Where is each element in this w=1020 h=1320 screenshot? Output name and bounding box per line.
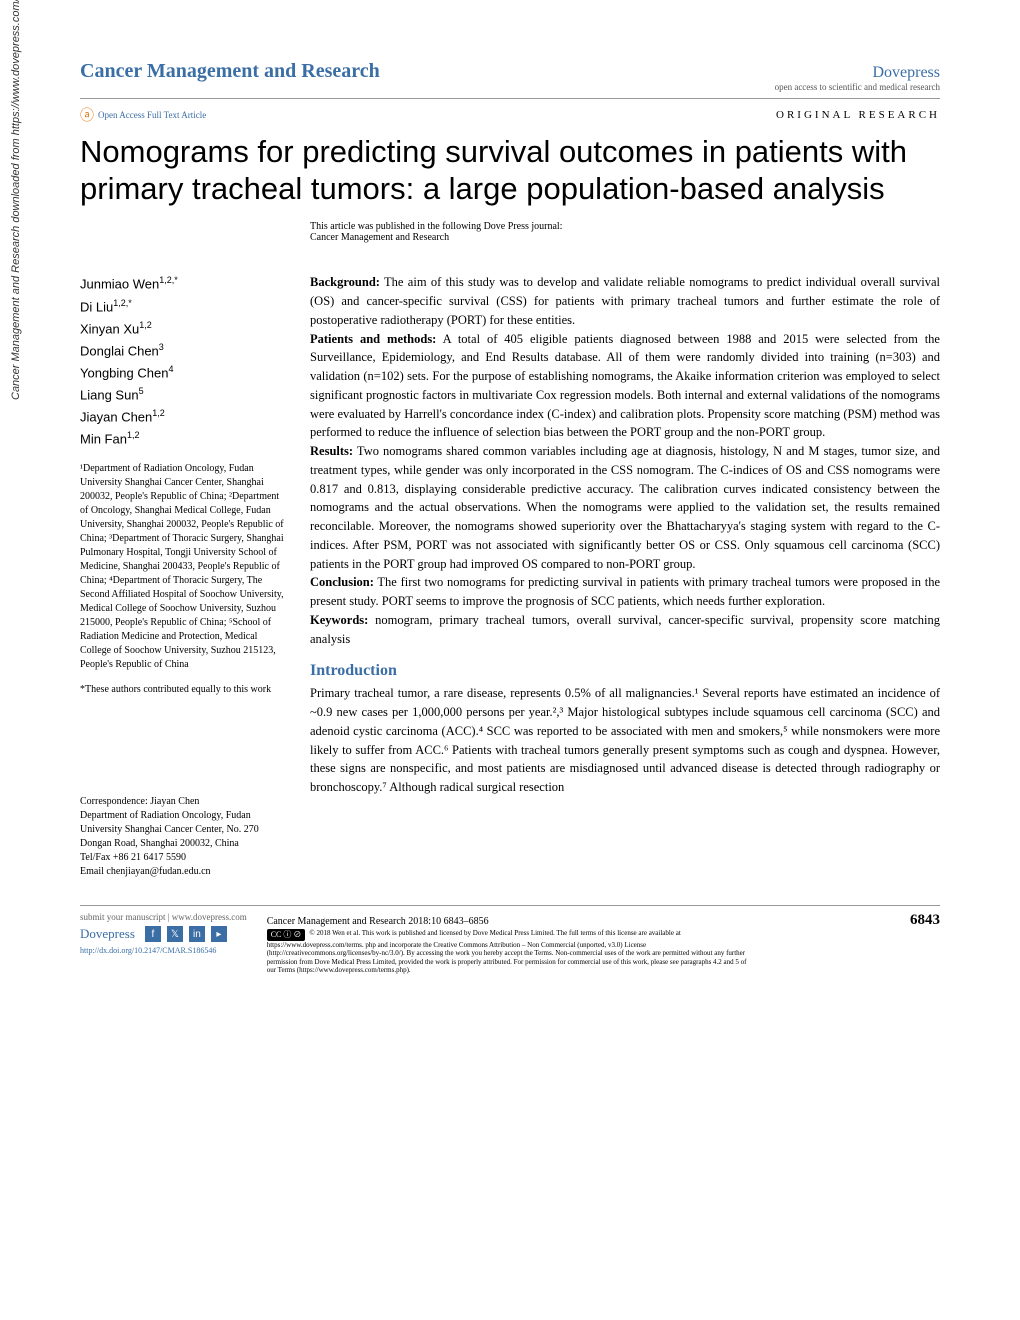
publication-note: This article was published in the follow… — [80, 221, 940, 243]
publisher-block: Dovepress open access to scientific and … — [775, 64, 940, 92]
footer-dovepress[interactable]: Dovepress — [80, 926, 135, 942]
page-number: 6843 — [910, 912, 940, 929]
abstract-background-label: Background: — [310, 275, 380, 289]
open-access-label: Open Access Full Text Article — [98, 110, 206, 120]
subheader: ⓐ Open Access Full Text Article ORIGINAL… — [80, 105, 940, 125]
introduction-text: Primary tracheal tumor, a rare disease, … — [310, 684, 940, 797]
author: Yongbing Chen4 — [80, 362, 290, 384]
article-page: Cancer Management and Research downloade… — [0, 0, 1020, 1015]
author-list: Junmiao Wen1,2,* Di Liu1,2,* Xinyan Xu1,… — [80, 273, 290, 450]
subnote-line-1: This article was published in the follow… — [310, 221, 940, 232]
abstract: Background: The aim of this study was to… — [310, 273, 940, 648]
linkedin-icon[interactable]: in — [189, 926, 205, 942]
subnote-line-2: Cancer Management and Research — [310, 232, 940, 243]
doi-link[interactable]: http://dx.doi.org/10.2147/CMAR.S186546 — [80, 946, 247, 955]
header: Cancer Management and Research Dovepress… — [80, 60, 940, 99]
abstract-background-text: The aim of this study was to develop and… — [310, 275, 940, 327]
author: Xinyan Xu1,2 — [80, 318, 290, 340]
publisher-tagline: open access to scientific and medical re… — [775, 82, 940, 92]
abstract-conclusion-label: Conclusion: — [310, 575, 374, 589]
journal-title: Cancer Management and Research — [80, 60, 380, 83]
abstract-keywords-text: nomogram, primary tracheal tumors, overa… — [310, 613, 940, 646]
share-icon[interactable]: ▸ — [211, 926, 227, 942]
article-title: Nomograms for predicting survival outcom… — [80, 133, 940, 207]
author-sidebar: Junmiao Wen1,2,* Di Liu1,2,* Xinyan Xu1,… — [80, 273, 290, 879]
author: Junmiao Wen1,2,* — [80, 273, 290, 295]
download-watermark: Cancer Management and Research downloade… — [10, 0, 22, 400]
open-access-icon: ⓐ — [80, 105, 94, 125]
submit-manuscript-link[interactable]: submit your manuscript | www.dovepress.c… — [80, 912, 247, 922]
footer-left: submit your manuscript | www.dovepress.c… — [80, 912, 247, 955]
abstract-results-text: Two nomograms shared common variables in… — [310, 444, 940, 571]
affiliations: ¹Department of Radiation Oncology, Fudan… — [80, 462, 290, 672]
author: Donglai Chen3 — [80, 340, 290, 362]
author: Di Liu1,2,* — [80, 296, 290, 318]
license-text: CC ⓘ ⊘© 2018 Wen et al. This work is pub… — [267, 929, 747, 974]
abstract-methods-label: Patients and methods: — [310, 332, 436, 346]
footer-right-block: Cancer Management and Research 2018:10 6… — [247, 912, 940, 974]
abstract-results-label: Results: — [310, 444, 353, 458]
correspondence-body: Department of Radiation Oncology, Fudan … — [80, 809, 290, 879]
citation: Cancer Management and Research 2018:10 6… — [267, 916, 489, 927]
main-columns: Junmiao Wen1,2,* Di Liu1,2,* Xinyan Xu1,… — [80, 273, 940, 879]
abstract-keywords-label: Keywords: — [310, 613, 368, 627]
author: Jiayan Chen1,2 — [80, 406, 290, 428]
facebook-icon[interactable]: f — [145, 926, 161, 942]
introduction-heading: Introduction — [310, 662, 940, 680]
correspondence: Correspondence: Jiayan Chen Department o… — [80, 795, 290, 879]
abstract-methods-text: A total of 405 eligible patients diagnos… — [310, 332, 940, 440]
open-access-badge[interactable]: ⓐ Open Access Full Text Article — [80, 105, 206, 125]
footer-publisher-row: Dovepress f 𝕏 in ▸ — [80, 926, 247, 942]
page-footer: submit your manuscript | www.dovepress.c… — [80, 905, 940, 974]
article-type: ORIGINAL RESEARCH — [776, 109, 940, 121]
author: Min Fan1,2 — [80, 428, 290, 450]
social-icons: f 𝕏 in ▸ — [145, 926, 227, 942]
twitter-icon[interactable]: 𝕏 — [167, 926, 183, 942]
correspondence-label: Correspondence: Jiayan Chen — [80, 795, 290, 809]
publisher-label[interactable]: Dovepress — [775, 64, 940, 82]
cc-badge-icon: CC ⓘ ⊘ — [267, 929, 306, 941]
contribution-note: *These authors contributed equally to th… — [80, 684, 290, 695]
license-body: © 2018 Wen et al. This work is published… — [267, 929, 747, 974]
abstract-conclusion-text: The first two nomograms for predicting s… — [310, 575, 940, 608]
author: Liang Sun5 — [80, 384, 290, 406]
main-content: Background: The aim of this study was to… — [310, 273, 940, 879]
